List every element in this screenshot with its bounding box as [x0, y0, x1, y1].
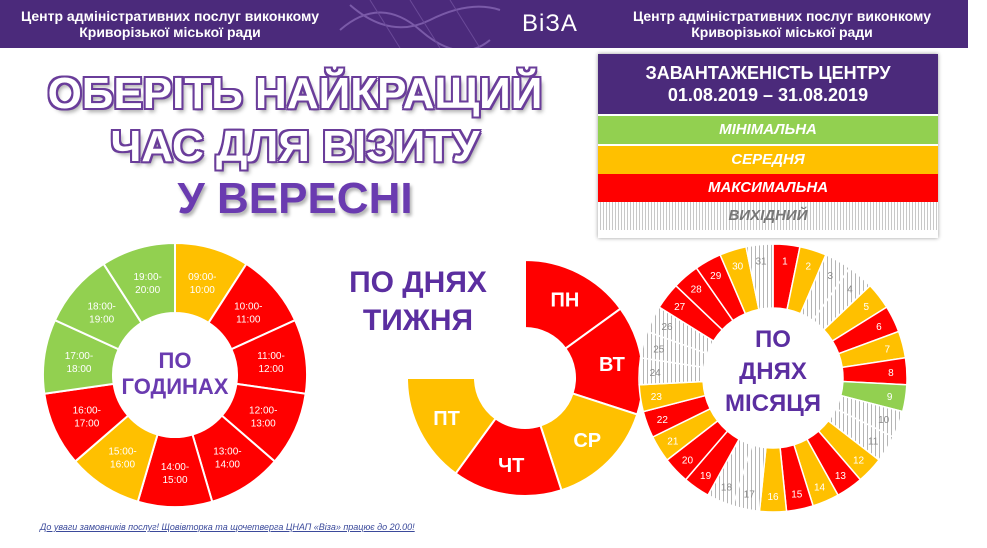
days-center-label-1: ПО	[755, 326, 791, 353]
day-label: 3	[827, 271, 833, 282]
weekday-slice	[405, 377, 498, 475]
day-label: 12	[853, 455, 865, 466]
hour-slice-label: 12:00-13:00	[249, 405, 277, 429]
day-label: 17	[744, 490, 756, 501]
day-label: 15	[791, 490, 803, 501]
weekday-label: ЧТ	[498, 455, 524, 477]
day-label: 1	[782, 257, 788, 268]
viza-logo: ВіЗА	[522, 10, 578, 37]
legend-maximal: МАКСИМАЛЬНА	[598, 174, 938, 202]
days-center-label-3: МІСЯЦЯ	[725, 390, 821, 417]
hour-slice-label: 13:00-14:00	[213, 447, 241, 471]
day-label: 19	[700, 471, 712, 482]
headline-line-2: ЧАС ДЛЯ ВІЗИТУ	[110, 122, 480, 171]
legend-medium: СЕРЕДНЯ	[598, 146, 938, 174]
day-label: 30	[732, 261, 744, 272]
day-slice	[745, 243, 774, 311]
footnote: До уваги замовників послуг! Щовівторка т…	[40, 522, 415, 532]
day-label: 28	[691, 284, 703, 295]
weekday-label: ВТ	[599, 354, 625, 376]
day-label: 8	[888, 368, 894, 379]
weekday-label: СР	[573, 430, 601, 452]
hour-slice-label: 11:00-12:00	[257, 351, 285, 375]
weekdays-title-2: ТИЖНЯ	[363, 304, 473, 337]
day-label: 31	[755, 257, 767, 268]
day-label: 23	[651, 392, 663, 403]
day-label: 14	[814, 482, 826, 493]
day-label: 24	[650, 368, 662, 379]
day-label: 26	[661, 322, 673, 333]
day-label: 2	[806, 261, 812, 272]
hour-slice-label: 09:00-10:00	[188, 272, 216, 296]
hour-slice-label: 14:00-15:00	[161, 462, 189, 486]
legend-minimal: МІНІМАЛЬНА	[598, 116, 938, 144]
day-label: 13	[835, 471, 847, 482]
day-label: 20	[682, 455, 694, 466]
days-donut-chart: 1 234567891011121314151617181920212223242…	[638, 243, 908, 513]
days-center-label-2: ДНЯХ	[739, 358, 807, 385]
banner-right-title: Центр адміністративних послуг виконкому …	[632, 8, 931, 40]
day-label: 21	[667, 436, 679, 447]
hour-slice	[102, 241, 176, 325]
weekday-label: ПН	[551, 290, 580, 312]
hours-donut-chart: 09:00-10:00 10:00-11:00 11:00-12:00 12:00-1…	[42, 241, 308, 508]
day-label: 7	[884, 344, 890, 355]
weekday-label: ПТ	[433, 408, 460, 430]
hour-slice-label: 18:00-19:00	[88, 301, 116, 325]
headline-line-1: ОБЕРІТЬ НАЙКРАЩИЙ	[47, 69, 543, 118]
legend-title: ЗАВАНТАЖЕНІСТЬ ЦЕНТРУ 01.08.2019 – 31.08…	[598, 54, 938, 114]
banner-left-title: Центр адміністративних послуг виконкому …	[20, 8, 319, 40]
weekday-slice	[564, 307, 644, 416]
top-banner: Центр адміністративних послуг виконкому …	[0, 0, 968, 48]
weekdays-donut-chart: ПН ВТ СР ЧТ ПТ ПО ДНЯХ ТИЖНЯ	[349, 258, 644, 497]
hours-center-label-2: ГОДИНАХ	[122, 374, 229, 399]
day-label: 5	[864, 302, 870, 313]
hours-center-label-1: ПО	[159, 348, 192, 373]
legend-day-off: ВИХІДНИЙ	[598, 202, 938, 230]
day-label: 25	[653, 344, 665, 355]
hour-slice-label: 16:00-17:00	[73, 405, 101, 429]
legend-period: 01.08.2019 – 31.08.2019	[667, 85, 869, 105]
banner-decoration	[339, 0, 501, 48]
hour-slice-label: 17:00-18:00	[65, 351, 93, 375]
day-label: 4	[847, 284, 853, 295]
day-label: 10	[878, 415, 890, 426]
day-label: 16	[767, 492, 779, 503]
hour-slice-label: 19:00-20:00	[133, 272, 161, 296]
hour-slice-label: 10:00-11:00	[234, 301, 262, 325]
day-label: 11	[868, 436, 879, 447]
day-label: 29	[710, 271, 722, 282]
day-label: 18	[721, 482, 733, 493]
legend-title-line-1: ЗАВАНТАЖЕНІСТЬ ЦЕНТРУ	[645, 63, 891, 83]
weekday-slice	[539, 392, 639, 492]
weekday-slice	[524, 258, 622, 351]
day-label: 9	[887, 392, 893, 403]
day-label: 6	[876, 322, 882, 333]
day-label: 27	[674, 302, 686, 313]
hour-slice-label: 15:00-16:00	[108, 447, 136, 471]
weekdays-title-1: ПО ДНЯХ	[349, 266, 487, 299]
day-label: 22	[657, 415, 669, 426]
headline-line-3: У ВЕРЕСНІ	[177, 174, 413, 223]
